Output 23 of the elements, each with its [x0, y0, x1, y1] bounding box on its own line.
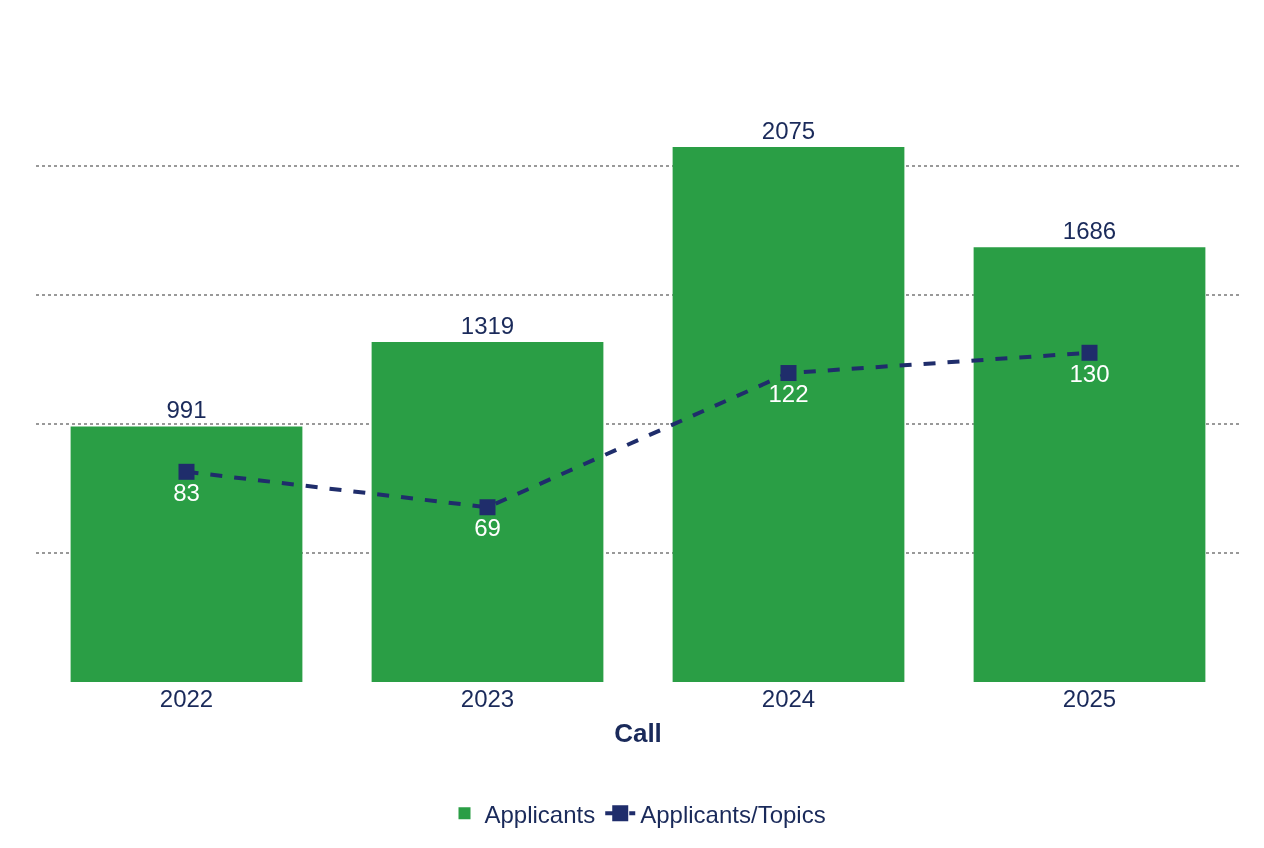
x-tick-label: 2022	[159, 685, 214, 712]
legend-label: Applicants/Topics	[640, 800, 826, 828]
data-label: 2075	[761, 117, 816, 144]
point	[1081, 344, 1098, 361]
point	[178, 463, 195, 480]
data-label: 1319	[460, 311, 515, 339]
point	[479, 499, 496, 516]
data-label: 1686	[1062, 217, 1117, 245]
bar	[973, 247, 1206, 682]
bar	[70, 426, 303, 682]
x-tick-label: 2023	[460, 685, 515, 712]
legend-label: Applicants	[484, 800, 596, 828]
x-tick-label: 2025	[1062, 685, 1117, 712]
data-label: 130	[1069, 359, 1110, 387]
bar	[371, 341, 604, 682]
x-axis-title: Call	[614, 717, 662, 748]
data-label: 69	[474, 514, 501, 542]
data-label: 122	[768, 380, 809, 408]
point	[780, 365, 797, 382]
bar	[672, 147, 905, 682]
data-label: 83	[173, 478, 200, 506]
x-tick-label: 2024	[761, 685, 816, 712]
data-label: 991	[166, 396, 207, 424]
